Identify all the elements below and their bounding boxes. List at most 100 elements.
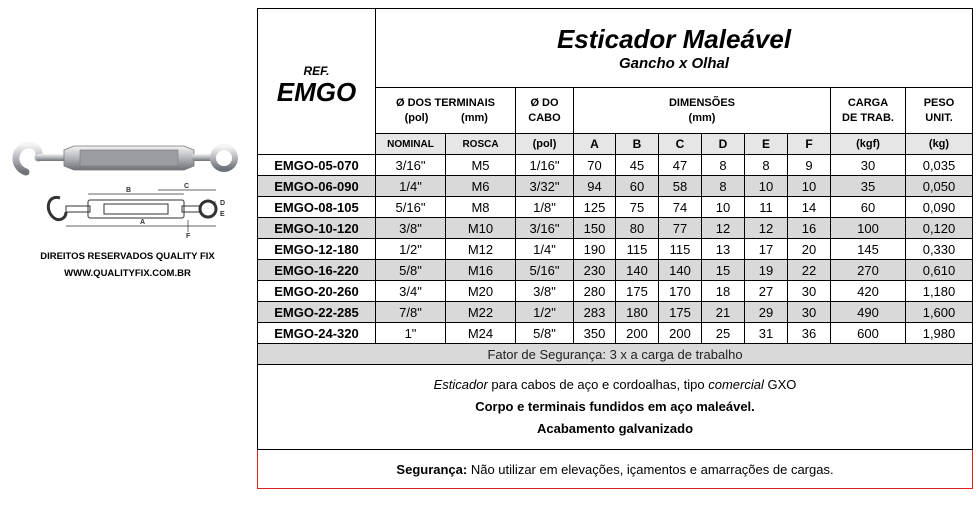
sub-b: B [615, 133, 659, 155]
page-subtitle: Gancho x Olhal [618, 55, 730, 72]
cable-header: Ø DO CABO [515, 87, 574, 134]
sub-nominal: NOMINAL [375, 133, 446, 155]
terminals-unit-mm: (mm) [461, 111, 488, 124]
cell-peso: 0,050 [905, 175, 973, 197]
cell-carga: 600 [830, 322, 906, 344]
terminals-label: Ø DOS TERMINAIS [395, 96, 495, 109]
cell-nominal: 5/16" [375, 196, 446, 218]
cell-d: 8 [701, 154, 745, 176]
cell-b: 75 [615, 196, 659, 218]
table-row: EMGO-06-090 1/4" M6 3/32" 94 60 58 8 10 10 35 0,050 [257, 175, 973, 197]
description-cell: Esticador para cabos de aço e cordoalhas… [257, 364, 973, 450]
cable-label-1: Ø DO [530, 96, 559, 109]
cell-c: 170 [658, 280, 702, 302]
table-row: EMGO-22-285 7/8" M22 1/2" 283 180 175 21 29 30 490… [257, 301, 973, 323]
cell-rosca: M6 [445, 175, 516, 197]
cell-carga: 100 [830, 217, 906, 239]
dim-letter-b: B [126, 187, 131, 194]
dim-letter-c: C [184, 183, 189, 190]
cell-e: 12 [744, 217, 788, 239]
cell-code: EMGO-20-260 [257, 280, 376, 302]
cell-nominal: 1/2" [375, 238, 446, 260]
cell-e: 17 [744, 238, 788, 260]
dim-letter-f: F [186, 233, 191, 238]
cell-rosca: M8 [445, 196, 516, 218]
spec-table: REF. EMGO Esticador Maleável Gancho x Ol… [257, 8, 973, 489]
cell-a: 94 [573, 175, 616, 197]
cell-cabo: 1/16" [515, 154, 574, 176]
dim-letter-e: E [220, 211, 225, 218]
cell-cabo: 5/8" [515, 322, 574, 344]
cell-d: 8 [701, 175, 745, 197]
cell-rosca: M20 [445, 280, 516, 302]
ref-label: REF. [303, 63, 330, 78]
cell-f: 30 [787, 280, 831, 302]
cell-rosca: M22 [445, 301, 516, 323]
cell-nominal: 1" [375, 322, 446, 344]
cell-peso: 0,035 [905, 154, 973, 176]
sub-kg: (kg) [905, 133, 973, 155]
cell-c: 58 [658, 175, 702, 197]
page-title: Esticador Maleável [556, 24, 792, 54]
cell-f: 14 [787, 196, 831, 218]
cell-b: 60 [615, 175, 659, 197]
cell-peso: 0,330 [905, 238, 973, 260]
title-cell: Esticador Maleável Gancho x Olhal [375, 8, 973, 88]
cell-e: 27 [744, 280, 788, 302]
cell-code: EMGO-10-120 [257, 217, 376, 239]
cell-b: 200 [615, 322, 659, 344]
cell-code: EMGO-16-220 [257, 259, 376, 281]
description-line-1: Esticador para cabos de aço e cordoalhas… [259, 374, 972, 396]
description-line-3: Acabamento galvanizado [536, 421, 694, 436]
description-line-2: Corpo e terminais fundidos em aço maleáv… [475, 399, 755, 414]
cell-peso: 0,610 [905, 259, 973, 281]
cell-d: 10 [701, 196, 745, 218]
cell-f: 10 [787, 175, 831, 197]
cell-f: 30 [787, 301, 831, 323]
desc-word-comercial: comercial [708, 377, 764, 392]
website-text: WWW.QUALITYFIX.COM.BR [64, 268, 191, 279]
cell-d: 12 [701, 217, 745, 239]
cell-a: 125 [573, 196, 616, 218]
weight-label-1: PESO [923, 96, 955, 109]
cell-carga: 30 [830, 154, 906, 176]
cell-cabo: 3/32" [515, 175, 574, 197]
cell-b: 45 [615, 154, 659, 176]
safety-warning: Segurança: Não utilizar em elevações, iç… [257, 449, 973, 489]
cell-nominal: 3/16" [375, 154, 446, 176]
turnbuckle-drawing: B C D A F E [12, 141, 238, 238]
cell-peso: 1,180 [905, 280, 973, 302]
table-row: EMGO-10-120 3/8" M10 3/16" 150 80 77 12 12 16 100 0… [257, 217, 973, 239]
desc-text-2: GXO [763, 377, 797, 392]
sub-d: D [701, 133, 745, 155]
sub-a: A [573, 133, 616, 155]
ref-cell: REF. EMGO [257, 8, 376, 155]
dims-label: DIMENSÕES [668, 96, 735, 109]
cell-d: 13 [701, 238, 745, 260]
cell-nominal: 1/4" [375, 175, 446, 197]
sub-f: F [787, 133, 831, 155]
cell-peso: 0,120 [905, 217, 973, 239]
sub-rosca: ROSCA [445, 133, 516, 155]
cell-c: 200 [658, 322, 702, 344]
turnbuckle-photo [12, 141, 238, 176]
sub-kgf: (kgf) [830, 133, 906, 155]
table-row: EMGO-08-105 5/16" M8 1/8" 125 75 74 10 11 14 60 0,0… [257, 196, 973, 218]
desc-word-esticador: Esticador [433, 377, 488, 392]
cell-e: 8 [744, 154, 788, 176]
cell-peso: 1,600 [905, 301, 973, 323]
left-panel: B C D A F E DIREITOS RESERVADOS QUALITY … [0, 0, 255, 510]
cell-rosca: M16 [445, 259, 516, 281]
cell-e: 29 [744, 301, 788, 323]
ref-code: EMGO [276, 76, 357, 107]
cell-carga: 420 [830, 280, 906, 302]
cell-c: 74 [658, 196, 702, 218]
load-header: CARGA DE TRAB. [830, 87, 906, 134]
cell-cabo: 1/4" [515, 238, 574, 260]
dim-letter-d: D [220, 200, 225, 207]
cell-e: 31 [744, 322, 788, 344]
table-row: EMGO-20-260 3/4" M20 3/8" 280 175 170 18 27 30 420… [257, 280, 973, 302]
cell-carga: 490 [830, 301, 906, 323]
table-row: EMGO-16-220 5/8" M16 5/16" 230 140 140 15 19 22 27… [257, 259, 973, 281]
cell-d: 18 [701, 280, 745, 302]
